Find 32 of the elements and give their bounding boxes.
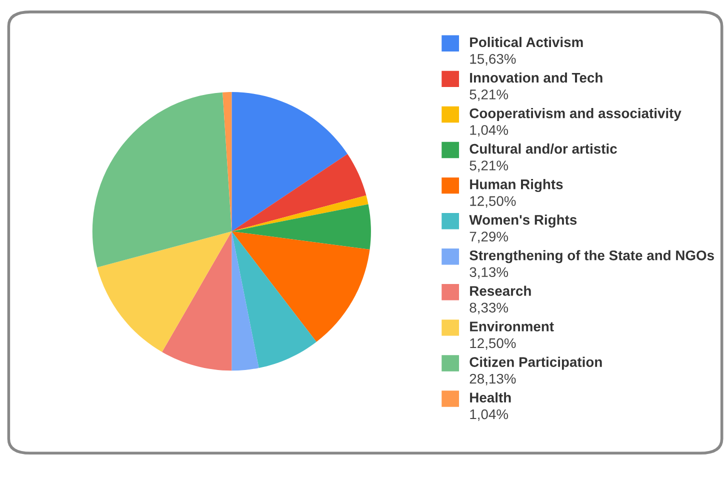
pie-slice [97,231,232,352]
legend-label: Citizen Participation [470,356,602,370]
pie-slice [232,231,370,342]
data-label: 3,13% [470,267,508,279]
legend-label: Research [470,286,531,296]
pie-slice [232,231,259,371]
legend-label: Health [470,392,511,402]
legend-label: Women's Rights [469,214,577,228]
legend-label: Human Rights [470,179,563,192]
data-label: 7,29% [470,232,508,244]
legend-label: Cooperativism and associativity [470,108,682,121]
data-label: 12,50% [470,338,516,350]
pie-slice [232,154,366,232]
data-label: 15,63% [470,54,516,66]
legend-label: Cultural and/or artistic [470,144,617,154]
legend-label: Strengthening of the State and NGOs [470,250,714,264]
pie-slice [92,92,232,268]
data-label: 8,33% [470,302,508,314]
pie-slice [232,204,371,250]
data-label: 1,04% [470,409,508,421]
pie-slice [232,195,368,232]
data-label: 12,50% [470,196,516,208]
data-label: 5,21% [470,160,508,172]
legend-label: Environment [470,321,554,332]
pie-slice [232,92,348,232]
data-label: 28,13% [470,374,516,386]
pie-slice [162,231,232,371]
data-label: 1,04% [470,125,508,137]
legend-label: Political Activism [470,36,583,48]
data-label: 5,21% [470,90,508,102]
legend-label: Innovation and Tech [470,72,602,83]
pie-slice [232,231,316,368]
